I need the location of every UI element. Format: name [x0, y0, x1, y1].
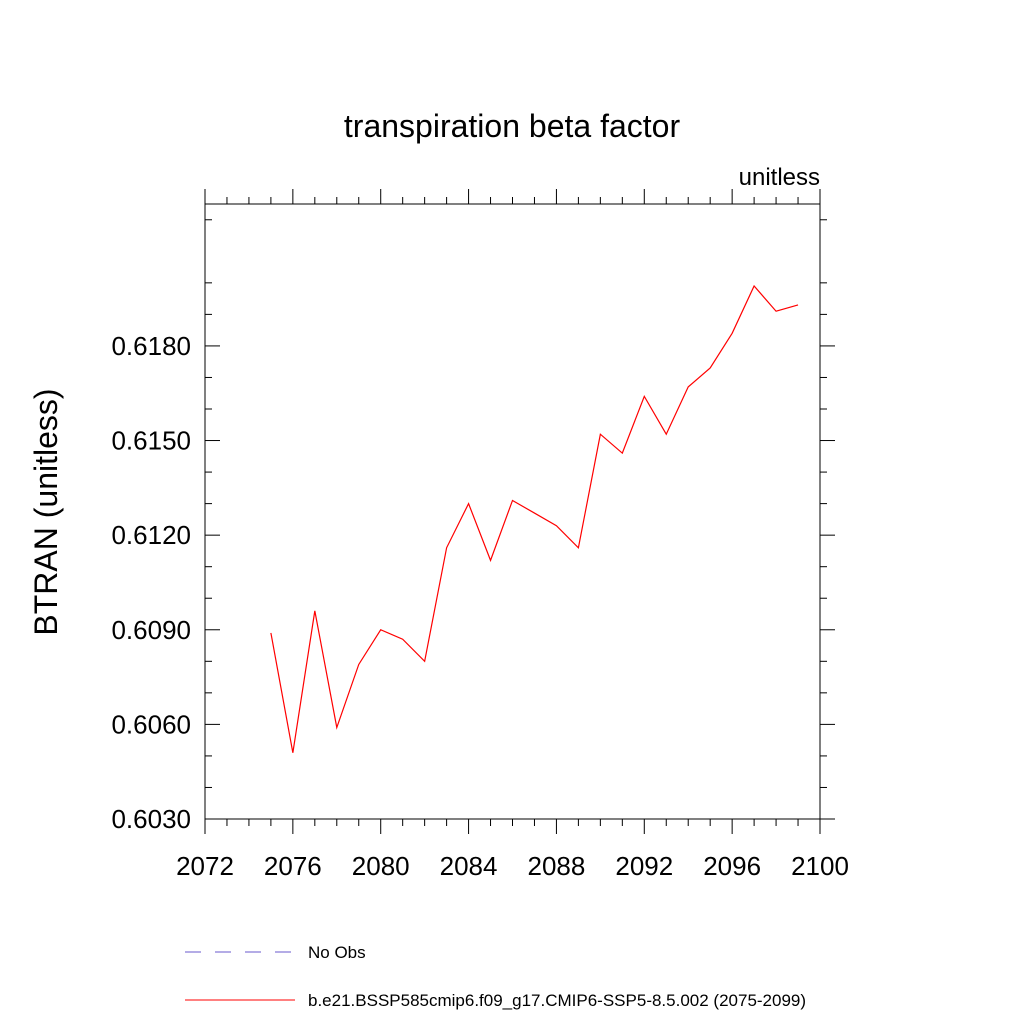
data-point [731, 332, 733, 334]
data-point [468, 503, 470, 505]
data-point [402, 638, 404, 640]
data-point [599, 433, 601, 435]
data-point [533, 512, 535, 514]
data-point [687, 386, 689, 388]
data-point [709, 367, 711, 369]
legend-label: b.e21.BSSP585cmip6.f09_g17.CMIP6-SSP5-8.… [308, 991, 806, 1010]
data-point [314, 610, 316, 612]
tick-labels: 2072 2076 2080 2084 2088 2092 2096 2100 0.6030 0.… [111, 331, 848, 881]
axis-ticks [204, 189, 835, 834]
x-tick-label: 2096 [703, 851, 761, 881]
data-point [446, 547, 448, 549]
data-point [753, 285, 755, 287]
x-tick-label: 2072 [176, 851, 234, 881]
series-group [270, 284, 799, 754]
y-tick-label: 0.6120 [111, 520, 191, 550]
series-line [270, 284, 799, 753]
chart-title: transpiration beta factor [344, 108, 681, 144]
y-tick-label: 0.6150 [111, 426, 191, 456]
data-point [512, 499, 514, 501]
y-axis-label: BTRAN (unitless) [28, 388, 64, 635]
data-point [797, 304, 799, 306]
data-point [270, 632, 272, 634]
data-point [643, 395, 645, 397]
x-tick-label: 2084 [440, 851, 498, 881]
data-point [665, 433, 667, 435]
data-point [358, 663, 360, 665]
data-point [380, 629, 382, 631]
y-tick-label: 0.6030 [111, 804, 191, 834]
y-tick-label: 0.6180 [111, 331, 191, 361]
data-point [292, 752, 294, 754]
legend: No Obs b.e21.BSSP585cmip6.f09_g17.CMIP6-S… [185, 943, 806, 1010]
legend-label: No Obs [308, 943, 366, 962]
data-point [621, 452, 623, 454]
x-tick-label: 2100 [791, 851, 849, 881]
data-point [555, 525, 557, 527]
x-tick-label: 2092 [615, 851, 673, 881]
y-tick-label: 0.6090 [111, 615, 191, 645]
x-tick-label: 2080 [352, 851, 410, 881]
data-point [424, 660, 426, 662]
data-point [336, 727, 338, 729]
x-tick-label: 2088 [528, 851, 586, 881]
data-point [775, 310, 777, 312]
x-tick-label: 2076 [264, 851, 322, 881]
data-point [577, 547, 579, 549]
chart-subtitle: unitless [739, 164, 820, 191]
data-point [490, 559, 492, 561]
y-tick-label: 0.6060 [111, 709, 191, 739]
